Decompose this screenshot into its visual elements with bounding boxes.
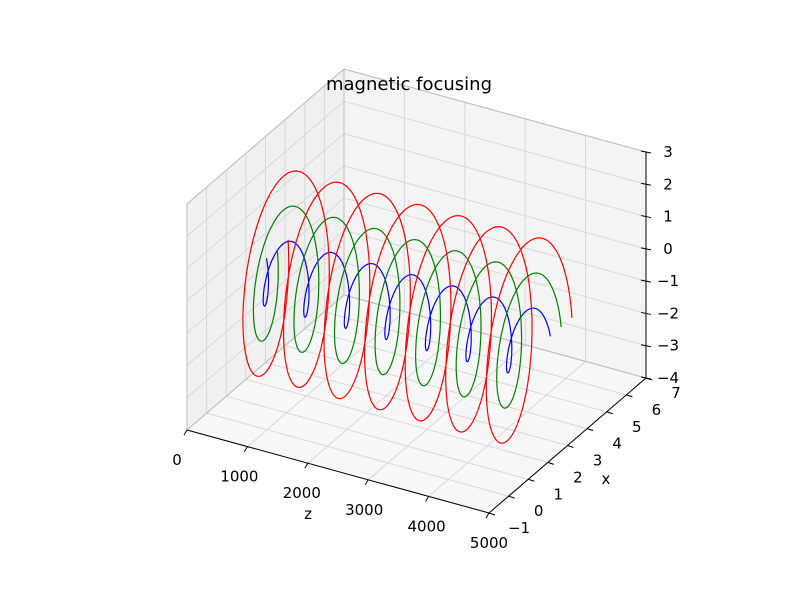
tick-label-y: 3 [663,143,673,161]
tick-label-x: 5 [632,418,642,436]
tick-mark-y [640,279,652,283]
tick-label-y: 0 [663,240,673,258]
tick-label-y: −4 [657,369,679,387]
axis-line-z [186,429,490,514]
pane-edge [186,68,345,205]
tick-label-x: 6 [652,401,662,419]
pane-edge [343,294,647,379]
tick-mark-y [640,344,652,348]
tick-mark-z [304,462,309,469]
tick-label-x: 0 [534,502,544,520]
series-line-2 [252,205,562,409]
series-line-3 [242,170,573,444]
tick-label-y: 1 [663,208,673,226]
tick-mark-y [640,247,652,251]
axis-layer: 010002000300040005000−101234567−4−3−2−10… [172,143,681,552]
tick-label-x: 2 [573,468,583,486]
tick-mark-x [567,445,574,448]
tick-label-z: 2000 [283,484,321,502]
series-line-1 [262,240,551,374]
tick-mark-z [425,496,430,502]
tick-label-y: −1 [657,272,679,290]
tick-mark-x [508,495,515,499]
tick-mark-x [528,478,535,482]
tick-label-z: 1000 [220,468,258,486]
axis-label-z: z [304,505,312,523]
tick-mark-y [640,376,652,380]
tick-mark-z [364,479,369,486]
tick-label-y: 2 [663,175,673,193]
tick-mark-y [640,182,652,186]
tick-mark-z [485,512,490,519]
tick-label-x: 3 [593,452,603,470]
tick-label-z: 4000 [408,517,446,535]
tick-mark-x [547,461,555,465]
tick-label-y: −3 [657,337,679,355]
tick-mark-x [626,394,633,398]
tick-label-y: −2 [657,304,679,322]
tick-mark-y [640,150,652,154]
tick-label-z: 3000 [345,501,383,519]
tick-label-x: 7 [671,384,681,402]
tick-label-z: 0 [172,451,182,469]
tick-label-z: 5000 [470,534,508,552]
tick-mark-z [243,446,248,452]
tick-label-x: −1 [508,519,530,537]
series-layer [242,170,573,444]
tick-mark-x [488,512,496,516]
pane-edge [343,68,647,153]
tick-mark-x [606,411,613,415]
tick-mark-y [640,215,652,219]
tick-mark-x [586,428,594,432]
axis-panes [187,69,646,513]
chart-title: magnetic focusing [326,74,492,95]
axis-label-x: x [602,470,611,488]
tick-label-x: 4 [612,435,622,453]
pane-edge [186,294,345,431]
tick-mark-y [640,311,652,315]
tick-label-x: 1 [553,485,563,503]
tick-mark-z [183,429,188,436]
